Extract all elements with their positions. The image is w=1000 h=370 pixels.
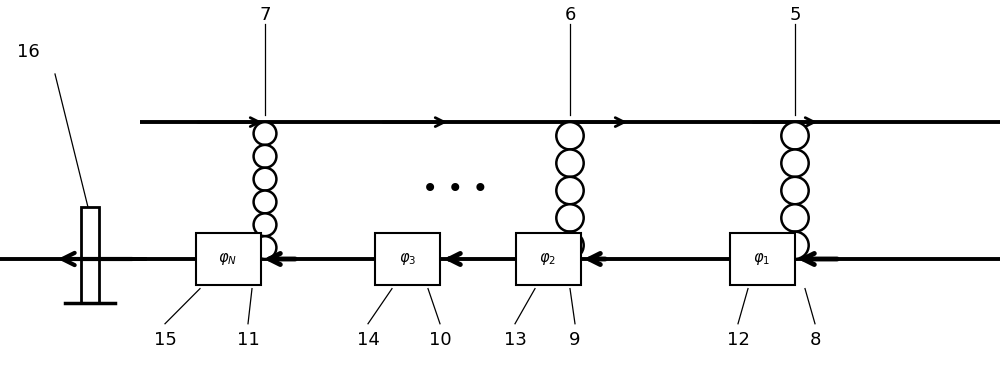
Text: $\varphi_1$: $\varphi_1$	[753, 251, 771, 267]
Text: • • •: • • •	[422, 175, 488, 203]
Bar	[81, 207, 99, 303]
FancyBboxPatch shape	[730, 233, 794, 285]
Ellipse shape	[254, 236, 276, 259]
Text: $\varphi_2$: $\varphi_2$	[539, 251, 557, 267]
Ellipse shape	[556, 149, 584, 177]
Text: 15: 15	[154, 332, 176, 349]
Ellipse shape	[556, 177, 584, 204]
Text: 16: 16	[17, 43, 39, 61]
Text: 7: 7	[259, 6, 271, 24]
FancyBboxPatch shape	[375, 233, 440, 285]
Text: $\varphi_3$: $\varphi_3$	[399, 251, 417, 267]
Text: 12: 12	[727, 332, 749, 349]
Ellipse shape	[556, 122, 584, 149]
Text: 8: 8	[809, 332, 821, 349]
Ellipse shape	[254, 122, 276, 145]
Text: 5: 5	[789, 6, 801, 24]
Ellipse shape	[781, 232, 809, 259]
FancyBboxPatch shape	[516, 233, 580, 285]
Ellipse shape	[781, 122, 809, 149]
Ellipse shape	[556, 204, 584, 232]
Text: $\varphi_N$: $\varphi_N$	[218, 251, 238, 267]
Ellipse shape	[556, 232, 584, 259]
Text: 6: 6	[564, 6, 576, 24]
Text: 9: 9	[569, 332, 581, 349]
Text: 14: 14	[357, 332, 379, 349]
Ellipse shape	[254, 191, 276, 213]
Ellipse shape	[254, 145, 276, 168]
Ellipse shape	[781, 204, 809, 232]
Text: 11: 11	[237, 332, 259, 349]
Text: 10: 10	[429, 332, 451, 349]
Ellipse shape	[254, 213, 276, 236]
Ellipse shape	[781, 149, 809, 177]
Text: 13: 13	[504, 332, 526, 349]
FancyBboxPatch shape	[196, 233, 260, 285]
Ellipse shape	[254, 168, 276, 191]
Ellipse shape	[781, 177, 809, 204]
